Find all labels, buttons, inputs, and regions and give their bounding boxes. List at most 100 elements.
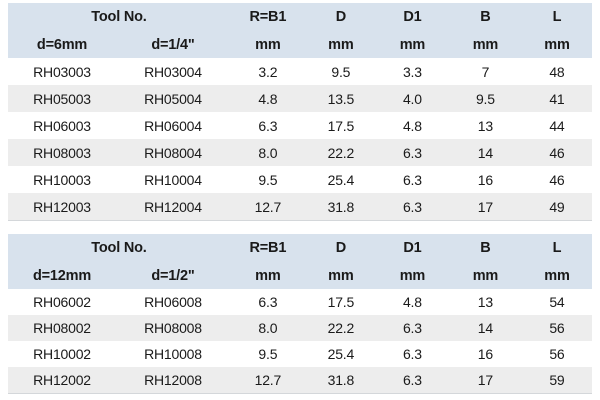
column-header-d1: D1 — [375, 3, 449, 31]
table-cell: 3.2 — [258, 63, 278, 80]
column-header-l: L — [521, 3, 592, 31]
table-cell: 56 — [549, 320, 565, 336]
spec-table-d6mm: Tool No. R=B1 D D1 B L d=6mm d=1/4" mm m… — [8, 3, 592, 221]
table-cell: RH12008 — [144, 372, 202, 388]
table-cell: 44 — [549, 117, 565, 134]
subheader-unit: mm — [521, 31, 592, 58]
table-row: RH06002 RH06008 6.3 17.5 4.8 13 54 — [8, 289, 592, 315]
table-cell: 25.4 — [327, 171, 355, 188]
column-header-d: D — [305, 3, 376, 31]
table-cell: RH10002 — [33, 346, 91, 362]
table-cell: 56 — [549, 346, 565, 362]
table-cell: RH10004 — [144, 171, 202, 188]
table-cell: 12.7 — [254, 198, 282, 215]
subheader-unit: mm — [375, 31, 449, 58]
table-cell: 6.3 — [402, 372, 422, 388]
table-cell: 13 — [477, 117, 493, 134]
table-header: Tool No. R=B1 D D1 B L d=6mm d=1/4" mm m… — [8, 3, 592, 58]
table-cell: RH08002 — [33, 320, 91, 336]
column-header-b: B — [448, 234, 522, 262]
table-cell: 25.4 — [327, 346, 355, 362]
table-cell: 12.7 — [254, 372, 282, 388]
table-cell: 7 — [481, 63, 490, 80]
table-cell: 3.3 — [402, 63, 422, 80]
table-cell: 13.5 — [327, 90, 355, 107]
table-row: RH10002 RH10008 9.5 25.4 6.3 16 56 — [8, 341, 592, 367]
table-cell: 4.8 — [402, 294, 422, 310]
table-cell: RH12002 — [33, 372, 91, 388]
header-row-main: Tool No. R=B1 D D1 B L — [8, 234, 592, 262]
header-row-units: d=12mm d=1/2" mm mm mm mm mm — [8, 262, 592, 289]
subheader-unit: mm — [448, 31, 522, 58]
subheader-shank-inch: d=1/2" — [116, 262, 230, 289]
table-cell: 14 — [477, 320, 493, 336]
table-cell: 6.3 — [258, 117, 278, 134]
table-cell: 13 — [477, 294, 493, 310]
table-cell: RH10003 — [33, 171, 91, 188]
table-cell: 16 — [477, 171, 493, 188]
subheader-shank-metric: d=6mm — [8, 31, 117, 58]
column-header-l: L — [521, 234, 592, 262]
table-cell: 4.8 — [258, 90, 278, 107]
subheader-unit: mm — [229, 31, 306, 58]
table-cell: 46 — [549, 171, 565, 188]
table-cell: RH12003 — [33, 198, 91, 215]
table-header: Tool No. R=B1 D D1 B L d=12mm d=1/2" mm … — [8, 234, 592, 289]
table-row: RH10003 RH10004 9.5 25.4 6.3 16 46 — [8, 166, 592, 193]
spec-table-d12mm: Tool No. R=B1 D D1 B L d=12mm d=1/2" mm … — [8, 234, 592, 394]
table-cell: RH12004 — [144, 198, 202, 215]
table-cell: 48 — [549, 63, 565, 80]
table-cell: RH08003 — [33, 144, 91, 161]
table-cell: 9.5 — [331, 63, 351, 80]
table-row: RH12003 RH12004 12.7 31.8 6.3 17 49 — [8, 193, 592, 221]
table-cell: 6.3 — [402, 171, 422, 188]
table-cell: 31.8 — [327, 372, 355, 388]
subheader-unit: mm — [375, 262, 449, 289]
column-header-r-b1: R=B1 — [229, 3, 306, 31]
table-cell: 6.3 — [258, 294, 278, 310]
column-header-b: B — [448, 3, 522, 31]
subheader-unit: mm — [229, 262, 306, 289]
table-cell: 54 — [549, 294, 565, 310]
table-cell: RH10008 — [144, 346, 202, 362]
column-header-r-b1: R=B1 — [229, 234, 306, 262]
table-row: RH08002 RH08008 8.0 22.2 6.3 14 56 — [8, 315, 592, 341]
table-cell: 4.8 — [402, 117, 422, 134]
table-cell: RH03004 — [144, 63, 202, 80]
table-cell: RH08008 — [144, 320, 202, 336]
table-cell: 22.2 — [327, 144, 355, 161]
subheader-unit: mm — [305, 262, 376, 289]
subheader-unit: mm — [521, 262, 592, 289]
table-cell: 17.5 — [327, 117, 355, 134]
subheader-unit: mm — [305, 31, 376, 58]
table-cell: 8.0 — [258, 320, 278, 336]
table-cell: 6.3 — [402, 198, 422, 215]
column-header-d1: D1 — [375, 234, 449, 262]
table-cell: 6.3 — [402, 346, 422, 362]
table-row: RH05003 RH05004 4.8 13.5 4.0 9.5 41 — [8, 85, 592, 112]
table-row: RH08003 RH08004 8.0 22.2 6.3 14 46 — [8, 139, 592, 166]
column-header-tool-no: Tool No. — [8, 3, 230, 31]
table-cell: 41 — [549, 90, 565, 107]
subheader-shank-inch: d=1/4" — [116, 31, 230, 58]
table-cell: RH05003 — [33, 90, 91, 107]
table-cell: 17 — [477, 372, 493, 388]
table-cell: RH06003 — [33, 117, 91, 134]
table-cell: RH06004 — [144, 117, 202, 134]
table-cell: 8.0 — [258, 144, 278, 161]
subheader-unit: mm — [448, 262, 522, 289]
table-cell: 9.5 — [475, 90, 495, 107]
table-cell: RH06008 — [144, 294, 202, 310]
header-row-units: d=6mm d=1/4" mm mm mm mm mm — [8, 31, 592, 58]
table-cell: 6.3 — [402, 320, 422, 336]
table-cell: 17 — [477, 198, 493, 215]
table-cell: 9.5 — [258, 171, 278, 188]
table-cell: 9.5 — [258, 346, 278, 362]
table-cell: 46 — [549, 144, 565, 161]
table-cell: RH05004 — [144, 90, 202, 107]
table-cell: 6.3 — [402, 144, 422, 161]
table-body: RH06002 RH06008 6.3 17.5 4.8 13 54 RH08002 RH080… — [8, 289, 592, 394]
column-header-tool-no: Tool No. — [8, 234, 230, 262]
table-cell: 17.5 — [327, 294, 355, 310]
